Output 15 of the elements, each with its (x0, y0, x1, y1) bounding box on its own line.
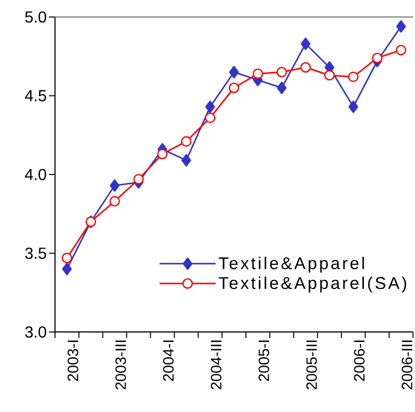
legend-label: Textile&Apparel(SA) (218, 276, 406, 292)
legend-label: Textile&Apparel (218, 256, 364, 273)
x-tick-label: 2005-III (306, 340, 317, 390)
y-tick-label: 5.0 (25, 11, 46, 23)
y-tick-label: 3.0 (25, 326, 46, 338)
x-tick-label: 2003-III (115, 340, 126, 390)
x-tick-label: 2006-I (354, 340, 365, 381)
y-tick-label: 4.0 (24, 168, 46, 180)
x-tick-label: 2006-III (402, 340, 412, 390)
y-tick-label: 4.5 (24, 90, 46, 102)
x-tick-label: 2004-III (210, 340, 222, 390)
x-tick-label: 2004-I (163, 340, 174, 381)
x-tick-label: 2003-I (68, 340, 78, 381)
y-tick-label: 3.5 (25, 248, 46, 259)
x-tick-label: 2005-I (258, 340, 270, 381)
